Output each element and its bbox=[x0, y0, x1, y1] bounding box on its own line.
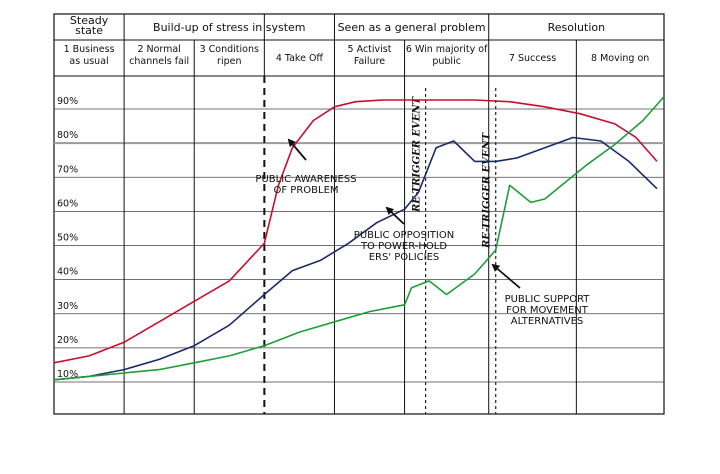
series-annotation-label: ALTERNATIVES bbox=[511, 316, 584, 327]
y-tick-label: 40% bbox=[57, 267, 78, 278]
series-annotation-label: PUBLIC AWARENESS bbox=[255, 174, 356, 185]
series-annotation-label: OF PROBLEM bbox=[273, 185, 338, 196]
chart-frame bbox=[53, 13, 665, 415]
series-line bbox=[53, 96, 665, 381]
series-line bbox=[53, 99, 658, 364]
stage-label: 1 Business bbox=[64, 44, 115, 55]
series-line bbox=[53, 136, 658, 381]
trigger-event-label: RE-TRIGGER EVENT bbox=[412, 95, 423, 213]
stage-label: as usual bbox=[69, 56, 108, 67]
outer-border bbox=[53, 13, 665, 415]
series-annotation-label: FOR MOVEMENT bbox=[506, 305, 589, 316]
trigger-event-label: RE-TRIGGER EVENT bbox=[482, 131, 493, 249]
stage-label: channels fail bbox=[129, 56, 189, 67]
stage-label: public bbox=[432, 56, 461, 67]
y-tick-label: 30% bbox=[57, 301, 78, 312]
y-tick-label: 50% bbox=[57, 233, 78, 244]
y-tick-label: 60% bbox=[57, 198, 78, 209]
annotation-arrows bbox=[287, 138, 521, 289]
series-annotation-label: PUBLIC OPPOSITION bbox=[354, 230, 454, 241]
stage-dividers bbox=[123, 14, 577, 414]
annotation-arrow bbox=[287, 138, 307, 161]
annotation-arrow bbox=[491, 263, 521, 289]
stage-label: 6 Win majority of bbox=[406, 44, 488, 55]
series-annotation-label: TO POWER-HOLD bbox=[360, 241, 447, 252]
stage-label: 5 Activist bbox=[348, 44, 392, 55]
y-tick-label: 90% bbox=[57, 96, 78, 107]
annotation-arrow bbox=[385, 206, 405, 225]
series-annotation-label: ERS' POLICIES bbox=[369, 252, 440, 263]
y-axis-ticks: 90% 80% 70% 60% 50% 40% 30% 20% 10% bbox=[57, 96, 78, 380]
phase-header-label: Resolution bbox=[548, 21, 606, 34]
series-annotation-label: PUBLIC SUPPORT bbox=[505, 294, 591, 305]
series-lines bbox=[53, 96, 665, 381]
stage-label: 4 Take Off bbox=[276, 53, 324, 64]
y-tick-label: 20% bbox=[57, 335, 78, 346]
phase-header-label: Build-up of stress in system bbox=[153, 21, 305, 34]
stage-label: 3 Conditions bbox=[200, 44, 259, 55]
chart-grid bbox=[54, 108, 664, 383]
stage-label: 2 Normal bbox=[137, 44, 180, 55]
stage-label: 7 Success bbox=[509, 53, 556, 64]
stage-label: 8 Moving on bbox=[591, 53, 649, 64]
y-tick-label: 10% bbox=[57, 369, 78, 380]
stage-label: ripen bbox=[217, 56, 241, 67]
y-tick-label: 80% bbox=[57, 130, 78, 141]
phase-header-label: Steady bbox=[70, 14, 109, 27]
y-tick-label: 70% bbox=[57, 164, 78, 175]
phase-header-label: Seen as a general problem bbox=[338, 21, 486, 34]
stage-label: Failure bbox=[354, 56, 385, 67]
phase-header-label: state bbox=[75, 24, 103, 37]
